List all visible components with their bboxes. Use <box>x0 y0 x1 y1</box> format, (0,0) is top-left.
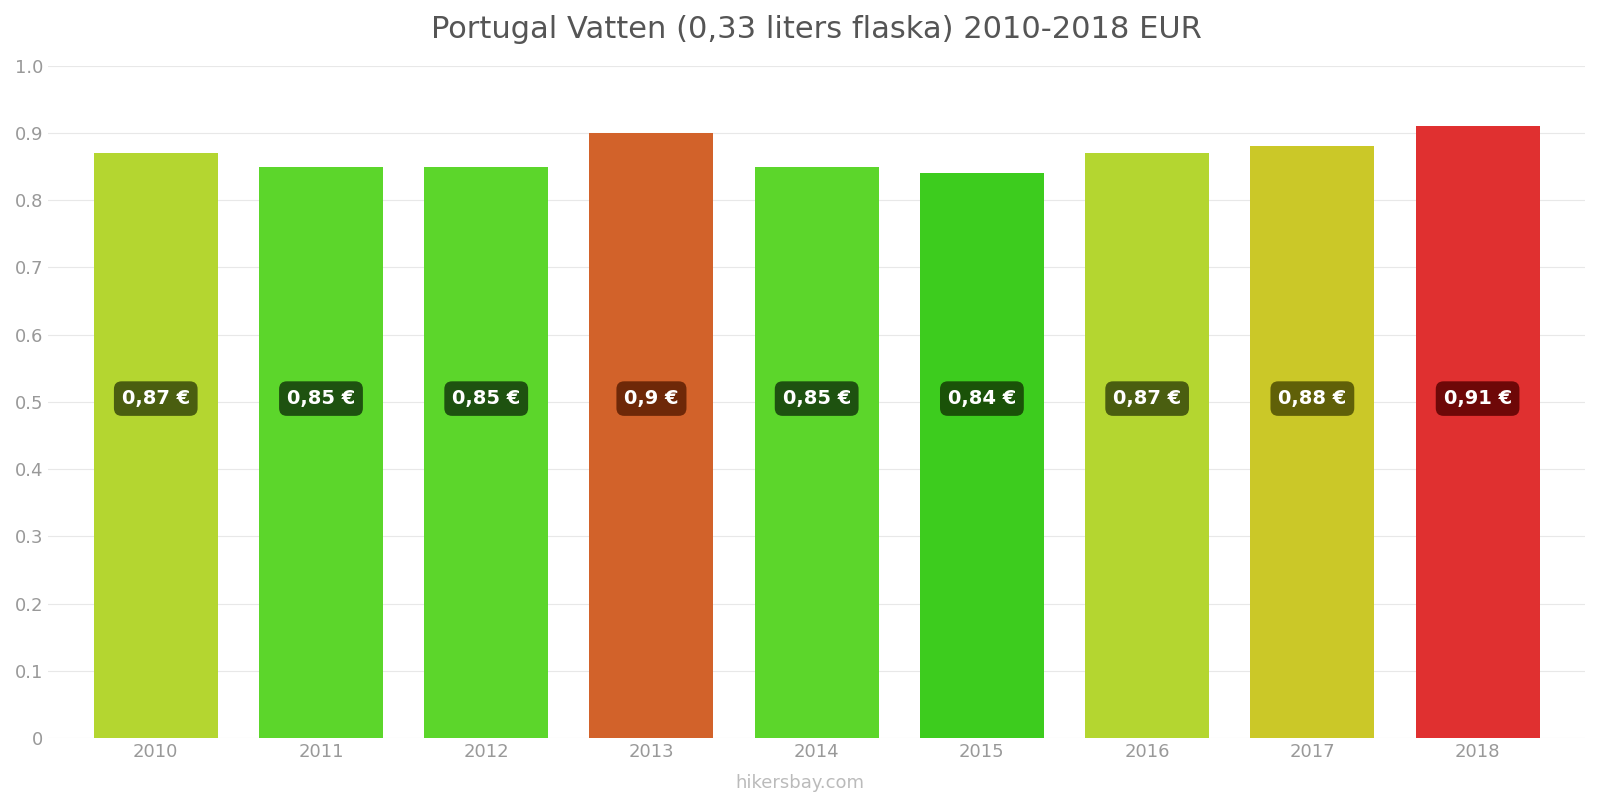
Text: 0,88 €: 0,88 € <box>1278 389 1347 408</box>
Title: Portugal Vatten (0,33 liters flaska) 2010-2018 EUR: Portugal Vatten (0,33 liters flaska) 201… <box>432 15 1202 44</box>
Text: 0,84 €: 0,84 € <box>947 389 1016 408</box>
Text: hikersbay.com: hikersbay.com <box>736 774 864 792</box>
Text: 0,85 €: 0,85 € <box>286 389 355 408</box>
Text: 0,87 €: 0,87 € <box>122 389 190 408</box>
Bar <box>1251 146 1374 738</box>
Text: 0,87 €: 0,87 € <box>1114 389 1181 408</box>
Bar <box>424 166 549 738</box>
Bar <box>589 133 714 738</box>
Text: 0,85 €: 0,85 € <box>453 389 520 408</box>
Text: 0,91 €: 0,91 € <box>1443 389 1512 408</box>
Text: 0,85 €: 0,85 € <box>782 389 851 408</box>
Bar <box>259 166 382 738</box>
Text: 0,9 €: 0,9 € <box>624 389 678 408</box>
Bar <box>755 166 878 738</box>
Bar <box>1085 153 1210 738</box>
Bar <box>920 174 1043 738</box>
Bar <box>1416 126 1539 738</box>
Bar <box>94 153 218 738</box>
